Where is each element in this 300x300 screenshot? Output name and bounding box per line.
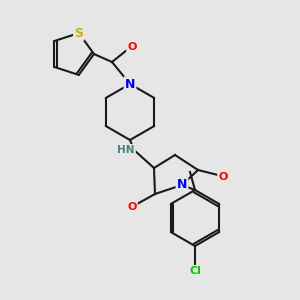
- Text: N: N: [177, 178, 187, 191]
- Text: HN: HN: [117, 145, 135, 155]
- Text: N: N: [125, 77, 135, 91]
- Text: O: O: [218, 172, 228, 182]
- Text: O: O: [127, 42, 137, 52]
- Text: S: S: [74, 27, 83, 40]
- Text: O: O: [127, 202, 137, 212]
- Text: Cl: Cl: [189, 266, 201, 276]
